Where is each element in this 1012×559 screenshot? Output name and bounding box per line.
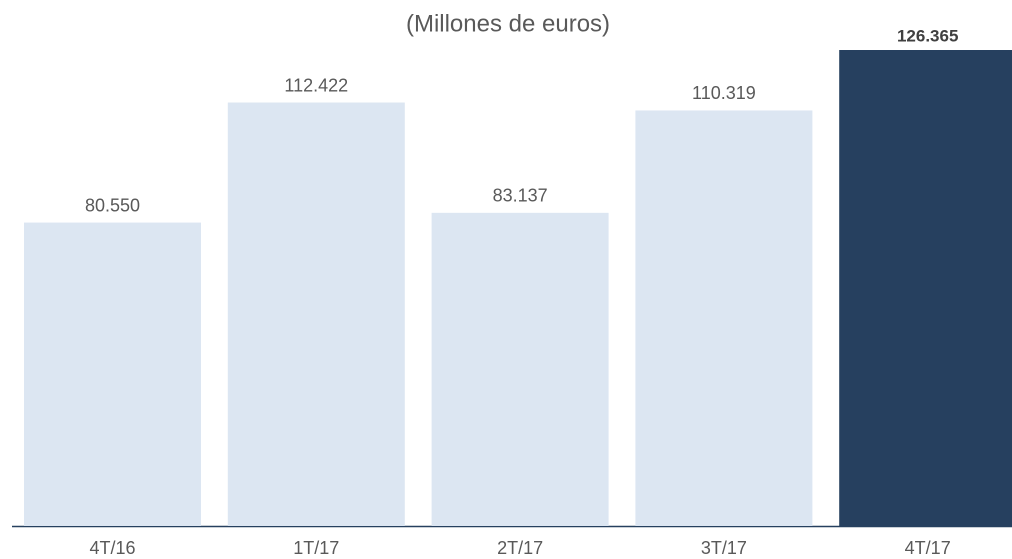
data-label: 83.137	[493, 186, 548, 206]
data-label: 110.319	[692, 83, 756, 103]
x-tick-label: 1T/17	[293, 538, 339, 558]
bar	[227, 102, 405, 526]
x-tick-label: 4T/17	[905, 538, 951, 558]
x-tick-label: 3T/17	[701, 538, 747, 558]
bar	[635, 110, 813, 527]
x-tick-label: 2T/17	[497, 538, 543, 558]
x-tick-label: 4T/16	[89, 538, 135, 558]
data-label: 80.550	[85, 195, 140, 215]
bar	[24, 222, 201, 526]
bar	[839, 50, 1012, 526]
data-label: 112.422	[284, 75, 348, 95]
data-label: 126.365	[897, 26, 958, 45]
bar	[431, 212, 609, 526]
chart-title: (Millones de euros)	[406, 10, 610, 37]
